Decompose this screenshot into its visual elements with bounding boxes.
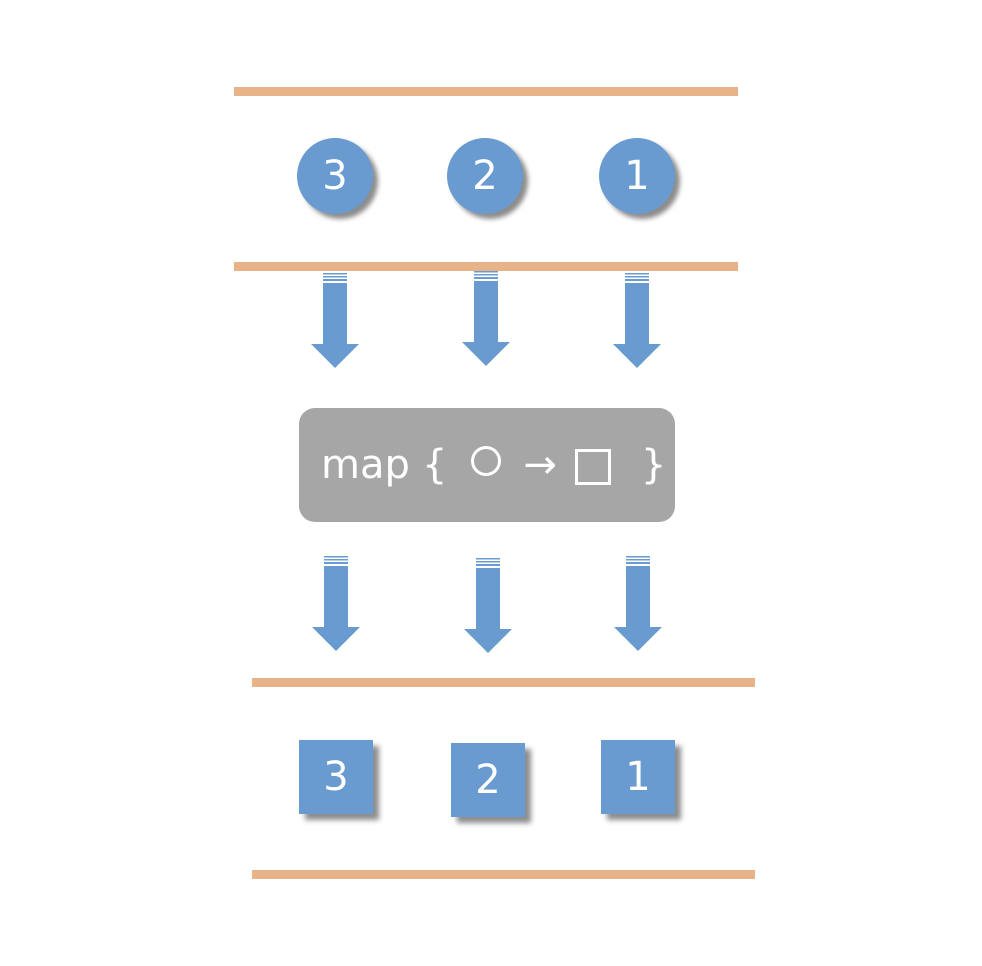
- output-stream-bottom-rail: [252, 870, 755, 879]
- down-arrow-icon: [613, 273, 661, 368]
- input-stream-top-rail: [234, 87, 738, 96]
- input-circle-3: 3: [297, 138, 373, 214]
- output-square-label: 2: [475, 757, 501, 803]
- input-stream-bottom-rail: [234, 262, 738, 271]
- output-square-label: 3: [323, 754, 349, 800]
- input-circle-label: 1: [624, 153, 650, 199]
- close-brace: }: [640, 442, 667, 488]
- open-brace: {: [421, 442, 448, 488]
- output-stream-top-rail: [252, 678, 755, 687]
- input-circle-label: 2: [472, 153, 498, 199]
- output-square-2: 2: [451, 743, 525, 817]
- output-square-3: 3: [299, 740, 373, 814]
- input-circle-2: 2: [447, 138, 523, 214]
- down-arrow-icon: [462, 271, 510, 366]
- square-shape-icon: [574, 449, 611, 485]
- map-keyword: map: [321, 442, 410, 488]
- input-circle-label: 3: [322, 153, 348, 199]
- map-operator-box: map { → }: [299, 408, 675, 522]
- right-arrow-icon: →: [523, 442, 557, 488]
- input-circle-1: 1: [599, 138, 675, 214]
- output-square-label: 1: [625, 754, 651, 800]
- down-arrow-icon: [614, 556, 662, 651]
- circle-shape-icon: [471, 446, 502, 476]
- down-arrow-icon: [312, 556, 360, 651]
- down-arrow-icon: [464, 558, 512, 653]
- output-square-1: 1: [601, 740, 675, 814]
- down-arrow-icon: [311, 273, 359, 368]
